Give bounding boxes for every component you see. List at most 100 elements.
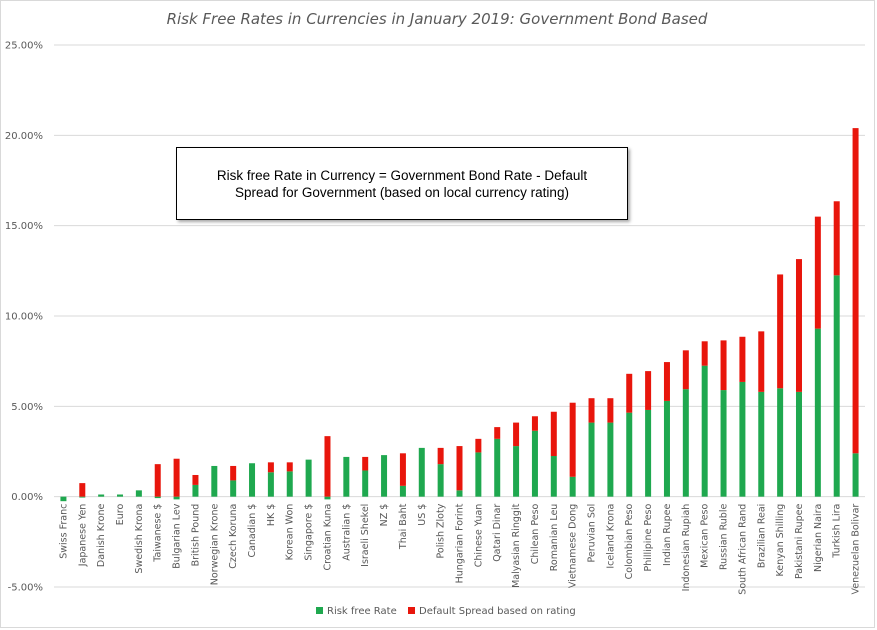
bar-default-spread bbox=[852, 128, 859, 454]
bar-risk-free-rate bbox=[531, 430, 538, 497]
bar-default-spread bbox=[267, 462, 274, 473]
x-tick-label: Russian Ruble bbox=[719, 504, 730, 570]
bar-risk-free-rate bbox=[663, 400, 670, 497]
x-tick-label: Swedish Krona bbox=[134, 504, 145, 574]
x-tick-label: Japanese Yen bbox=[77, 504, 88, 568]
bar-risk-free-rate bbox=[852, 453, 859, 497]
y-axis: -5.00% 0.00% 5.00% 10.00% 15.00% 20.00% 25.00% bbox=[5, 41, 43, 594]
bar-default-spread bbox=[739, 336, 746, 382]
bar-default-spread bbox=[286, 462, 293, 472]
x-tick-label: Colombian Peso bbox=[624, 503, 635, 579]
bar-default-spread bbox=[701, 341, 708, 366]
bar-default-spread bbox=[475, 438, 482, 453]
bar-risk-free-rate bbox=[550, 456, 557, 497]
bar-risk-free-rate bbox=[305, 459, 312, 497]
bar-risk-free-rate bbox=[154, 496, 161, 499]
bar-risk-free-rate bbox=[211, 465, 218, 497]
legend: Risk free Rate Default Spread based on r… bbox=[316, 606, 576, 617]
legend-label-default-spread: Default Spread based on rating bbox=[419, 606, 576, 617]
bar-default-spread bbox=[645, 371, 652, 410]
bar-default-spread bbox=[192, 474, 199, 485]
bar-default-spread bbox=[399, 453, 406, 486]
x-axis: Swiss Franc Japanese Yen Danish Krone Euro S… bbox=[58, 503, 861, 594]
x-tick-label: Turkish Lira bbox=[832, 504, 843, 559]
bar-default-spread bbox=[626, 373, 633, 413]
x-tick-label: Bulgarian Lev bbox=[172, 503, 183, 568]
bar-default-spread bbox=[833, 201, 840, 276]
bar-default-spread bbox=[513, 422, 520, 447]
bar-default-spread bbox=[550, 411, 557, 457]
chart-title: Risk Free Rates in Currencies in January… bbox=[167, 10, 708, 28]
bar-risk-free-rate bbox=[437, 464, 444, 497]
x-tick-label: Polish Zloty bbox=[436, 503, 447, 558]
bar-risk-free-rate bbox=[777, 388, 784, 497]
bar-risk-free-rate bbox=[588, 422, 595, 497]
bar-default-spread bbox=[795, 259, 802, 392]
x-tick-label: Qatari Dinar bbox=[492, 504, 503, 562]
x-tick-label: Mexican Peso bbox=[700, 503, 711, 567]
y-tick-label: 5.00% bbox=[11, 402, 43, 413]
bar-risk-free-rate bbox=[192, 484, 199, 497]
x-tick-label: Australian $ bbox=[341, 504, 352, 561]
bar-default-spread bbox=[362, 456, 369, 471]
legend-label-risk-free: Risk free Rate bbox=[327, 606, 397, 617]
y-tick-label: -5.00% bbox=[8, 583, 43, 594]
bar-default-spread bbox=[456, 446, 463, 491]
x-tick-label: South African Rand bbox=[737, 504, 748, 595]
y-tick-label: 20.00% bbox=[5, 131, 43, 142]
legend-swatch-default-spread bbox=[408, 607, 415, 614]
bar-risk-free-rate bbox=[98, 494, 105, 497]
bar-risk-free-rate bbox=[814, 328, 821, 497]
bar-default-spread bbox=[437, 447, 444, 465]
x-tick-label: Phillipine Peso bbox=[643, 503, 654, 571]
bar-risk-free-rate bbox=[739, 381, 746, 497]
x-tick-label: Swiss Franc bbox=[58, 504, 69, 559]
bar-default-spread bbox=[154, 464, 161, 497]
x-tick-label: Nigerian Naira bbox=[813, 504, 824, 572]
x-tick-label: Canadian $ bbox=[247, 504, 258, 558]
bar-risk-free-rate bbox=[343, 456, 350, 497]
bar-risk-free-rate bbox=[60, 496, 67, 502]
bar-default-spread bbox=[79, 483, 86, 497]
bar-risk-free-rate bbox=[267, 472, 274, 497]
y-tick-label: 10.00% bbox=[5, 312, 43, 323]
bar-risk-free-rate bbox=[362, 470, 369, 497]
bar-risk-free-rate bbox=[79, 496, 86, 498]
x-tick-label: Peruvian Sol bbox=[587, 504, 598, 563]
x-tick-label: Singapore $ bbox=[304, 504, 315, 561]
bar-risk-free-rate bbox=[475, 452, 482, 497]
bar-risk-free-rate bbox=[173, 496, 180, 500]
bar-default-spread bbox=[814, 216, 821, 329]
bar-risk-free-rate bbox=[720, 390, 727, 497]
bar-risk-free-rate bbox=[701, 365, 708, 497]
bar-default-spread bbox=[569, 402, 576, 477]
bar-risk-free-rate bbox=[399, 485, 406, 497]
bar-default-spread bbox=[173, 458, 180, 497]
annotation-box: Risk free Rate in Currency = Government … bbox=[176, 147, 628, 220]
grid-layer bbox=[54, 44, 865, 588]
bar-default-spread bbox=[720, 340, 727, 391]
bar-default-spread bbox=[682, 350, 689, 390]
x-tick-label: Chinese Yuan bbox=[473, 504, 484, 568]
x-tick-label: Indonesian Rupiah bbox=[681, 504, 692, 592]
bar-default-spread bbox=[588, 398, 595, 423]
x-tick-label: Pakistani Rupee bbox=[794, 504, 805, 580]
bar-risk-free-rate bbox=[381, 455, 388, 497]
bar-risk-free-rate bbox=[418, 447, 425, 497]
x-tick-label: Hungarian Forint bbox=[455, 503, 466, 583]
bar-risk-free-rate bbox=[645, 409, 652, 497]
x-tick-label: Indian Rupee bbox=[662, 504, 673, 566]
x-tick-label: Korean Won bbox=[285, 504, 296, 561]
bar-risk-free-rate bbox=[795, 391, 802, 497]
bar-risk-free-rate bbox=[626, 412, 633, 497]
bar-risk-free-rate bbox=[135, 490, 142, 497]
x-tick-label: Iceland Krona bbox=[605, 504, 616, 569]
bar-default-spread bbox=[607, 398, 614, 423]
bar-default-spread bbox=[531, 416, 538, 431]
x-tick-label: Danish Krone bbox=[96, 504, 107, 568]
x-tick-label: Venezuelan Bolivar bbox=[851, 504, 862, 595]
x-tick-label: HK $ bbox=[266, 504, 277, 526]
y-tick-label: 0.00% bbox=[11, 492, 43, 503]
x-tick-label: Thai Baht bbox=[398, 503, 409, 550]
